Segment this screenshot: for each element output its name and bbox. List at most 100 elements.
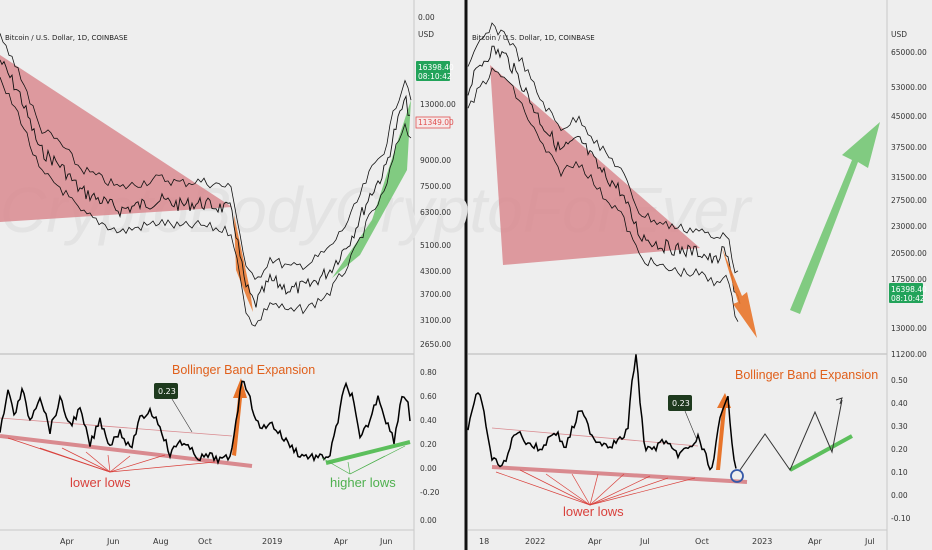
left-price-axis: 13000.00 9000.00 7500.00 6300.00 5100.00 4300…: [420, 100, 456, 349]
right-price-tick: 53000.00: [891, 83, 927, 92]
left-bollinger-upper: [0, 33, 412, 281]
right-time-tick: 18: [479, 537, 489, 546]
right-indicator-line: [467, 354, 737, 471]
left-value-label: 0.23: [158, 387, 176, 396]
right-indicator-axis: 0.50 0.40 0.30 0.20 0.10 0.00 -0.10: [891, 376, 911, 523]
right-time-tick: Jul: [864, 537, 875, 546]
right-time-tick: Apr: [588, 537, 603, 546]
left-higher-lows-annotation: higher lows: [330, 475, 396, 490]
right-price-tick: 23000.00: [891, 222, 927, 231]
right-indicator-circle-marker: [730, 469, 744, 483]
right-indicator-lower-lows-line: [491, 465, 748, 484]
left-indicator-tick: 0.00: [420, 464, 437, 473]
left-time-tick: Oct: [198, 537, 212, 546]
right-price-tick: 65000.00: [891, 48, 927, 57]
left-time-tick: 2019: [262, 537, 282, 546]
right-price-line: [467, 45, 741, 304]
right-time-tick: Oct: [695, 537, 709, 546]
right-bollinger-upper: [467, 22, 739, 274]
right-descending-triangle: [490, 65, 700, 265]
right-indicator-tick: 0.00: [891, 491, 908, 500]
left-time-axis: Apr Jun Aug Oct 2019 Apr Jun: [60, 537, 393, 546]
right-bollinger-lower: [467, 67, 739, 322]
left-price-tick: 7500.00: [420, 182, 451, 191]
left-axis-top-label: 0.00: [418, 13, 435, 22]
left-price-tick: 3700.00: [420, 290, 451, 299]
right-price-tick: 20500.00: [891, 249, 927, 258]
right-indicator-projection-zigzag: [739, 399, 843, 472]
left-indicator-orange-up-arrow: [232, 378, 247, 456]
left-price-line: [0, 59, 411, 308]
right-price-tick: 37500.00: [891, 143, 927, 152]
right-orange-down-arrow: [722, 248, 757, 338]
right-last-price: 16398.40: [891, 285, 927, 294]
left-value-label-box: [154, 383, 178, 399]
right-indicator-projection-arrowhead: [835, 397, 843, 405]
right-time-tick: 2022: [525, 537, 545, 546]
right-indicator-orange-up-arrow: [716, 393, 731, 470]
right-chart-title: Bitcoin / U.S. Dollar, 1D, COINBASE: [472, 34, 595, 42]
left-marker-price-tag: [415, 116, 451, 129]
right-time-tick: 2023: [752, 537, 772, 546]
left-indicator-tick: 0.40: [420, 416, 437, 425]
right-value-label: 0.23: [672, 399, 690, 408]
right-indicator-tick: 0.10: [891, 468, 908, 477]
left-indicator-tick: 0.60: [420, 392, 437, 401]
left-price-tick: 6300.00: [420, 208, 451, 217]
left-indicator-tick: 0.80: [420, 368, 437, 377]
right-price-tick: 31500.00: [891, 173, 927, 182]
left-lower-lows-arrows: [7, 437, 216, 473]
right-last-price-tag: [889, 283, 923, 303]
left-last-price-tag: [416, 61, 450, 81]
left-bb-expansion-annotation: Bollinger Band Expansion: [172, 363, 315, 377]
right-price-tick: 11200.00: [891, 350, 927, 359]
left-indicator-tick: 0.00: [420, 516, 437, 525]
right-lower-lows-arrows: [495, 469, 696, 506]
right-time-tick: Jul: [639, 537, 650, 546]
right-indicator-tick: 0.50: [891, 376, 908, 385]
left-indicator-line: [0, 380, 411, 466]
right-price-tick: 27500.00: [891, 196, 927, 205]
left-price-tick: 3100.00: [420, 316, 451, 325]
left-countdown: 08:10:42: [418, 72, 452, 81]
left-indicator-resistance-line: [0, 417, 233, 437]
right-time-tick: Apr: [808, 537, 823, 546]
left-indicator-tick: 0.20: [420, 440, 437, 449]
right-lower-lows-annotation: lower lows: [563, 504, 624, 519]
right-indicator-tick: 0.30: [891, 422, 908, 431]
right-value-label-pointer: [684, 410, 698, 441]
left-time-tick: Jun: [106, 537, 120, 546]
left-price-tick: 2650.00: [420, 340, 451, 349]
right-axis-unit: USD: [891, 30, 907, 39]
right-green-up-arrow: [790, 122, 880, 314]
left-lower-lows-annotation: lower lows: [70, 475, 131, 490]
right-value-label-box: [668, 395, 692, 411]
right-price-tick: 17500.00: [891, 275, 927, 284]
left-time-tick: Jun: [379, 537, 393, 546]
right-indicator-green-line: [789, 434, 853, 472]
left-time-tick: Aug: [153, 537, 169, 546]
left-higher-lows-arrows: [321, 445, 406, 475]
left-indicator-lower-lows-line: [0, 434, 253, 468]
right-countdown: 08:10:42: [891, 294, 925, 303]
right-time-axis: 18 2022 Apr Jul Oct 2023 Apr Jul: [479, 537, 875, 546]
left-price-tick: 9000.00: [420, 156, 451, 165]
right-price-tick: 13000.00: [891, 324, 927, 333]
left-marker-price: 11349.00: [418, 118, 454, 127]
left-time-tick: Apr: [334, 537, 349, 546]
left-time-tick: Apr: [60, 537, 75, 546]
right-indicator-tick: -0.10: [891, 514, 911, 523]
left-bollinger-lower: [0, 77, 412, 327]
left-price-tick: 4300.00: [420, 267, 451, 276]
left-value-label-pointer: [171, 398, 193, 433]
right-indicator-tick: 0.40: [891, 399, 908, 408]
right-indicator-tick: 0.20: [891, 445, 908, 454]
left-last-price: 16398.40: [418, 63, 454, 72]
left-indicator-higher-lows-line: [325, 440, 411, 465]
right-price-axis: 65000.00 53000.00 45000.00 37500.00 31500.00…: [891, 48, 927, 359]
left-axis-unit: USD: [418, 30, 434, 39]
left-indicator-axis: 0.80 0.60 0.40 0.20 0.00 -0.20 0.00: [420, 368, 440, 525]
left-price-tick: 13000.00: [420, 100, 456, 109]
